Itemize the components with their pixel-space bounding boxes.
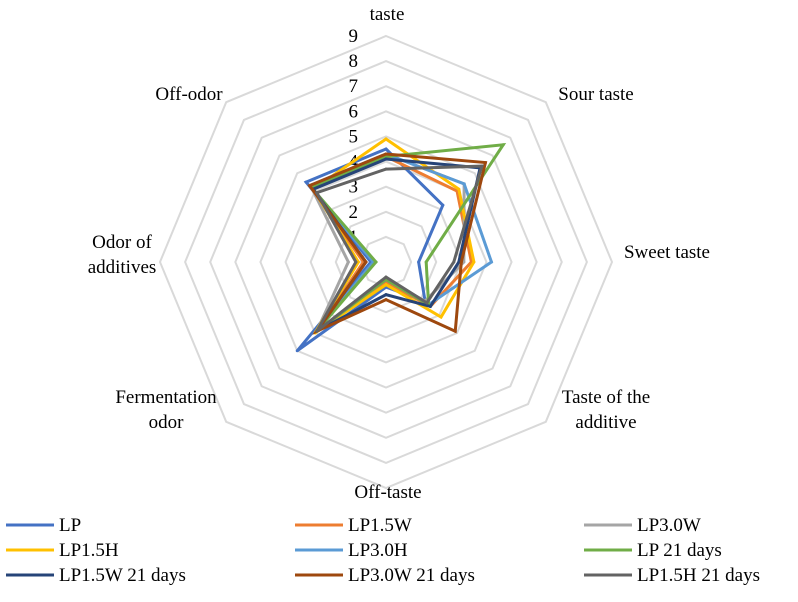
series-0-point-5: [295, 349, 299, 353]
series-8-point-0: [384, 167, 388, 171]
axis-label-4-line-0: Off-taste: [354, 482, 421, 503]
tick-label-6: 6: [349, 101, 359, 122]
series-3-point-1: [457, 187, 461, 191]
grid-ring-8: [184, 60, 588, 464]
series-5-point-2: [424, 260, 428, 264]
axis-label-5-line-0: Fermentation: [115, 387, 217, 408]
series-8-point-3: [425, 301, 429, 305]
grid-ring-6: [234, 110, 538, 414]
tick-label-7: 7: [349, 76, 359, 97]
axis-label-5-line-1: odor: [149, 412, 185, 433]
series-6-point-0: [384, 157, 388, 161]
series-7-point-3: [453, 329, 457, 333]
axis-label-3-line-0: Taste of the: [562, 387, 650, 408]
series-6-point-2: [457, 260, 461, 264]
series-8-point-7: [315, 191, 319, 195]
legend: LP LP1.5W LP3.0W LP1.5H LP3.0H LP 21 days LP1.…: [6, 515, 760, 586]
series-6-point-3: [428, 304, 432, 308]
series-7-point-1: [483, 161, 487, 165]
series-3-point-3: [439, 315, 443, 319]
data-series: [295, 137, 507, 353]
series-0-point-7: [304, 180, 308, 184]
series-2-point-6: [346, 260, 350, 264]
series-4-point-2: [489, 260, 493, 264]
series-8-point-5: [315, 329, 319, 333]
series-6-point-4: [384, 293, 388, 297]
series-7-point-7: [308, 184, 312, 188]
legend-label-7: LP3.0W 21 days: [348, 565, 475, 586]
series-3-point-0: [384, 137, 388, 141]
series-8-point-1: [480, 164, 484, 168]
series-0-point-1: [441, 203, 445, 207]
legend-label-2: LP3.0W: [637, 515, 701, 536]
tick-label-2: 2: [349, 202, 359, 223]
series-4-point-1: [462, 182, 466, 186]
series-line-0: [296, 147, 445, 353]
series-7-point-4: [384, 298, 388, 302]
grid-ring-3: [309, 185, 463, 339]
axis-label-6-line-1: additives: [88, 257, 157, 278]
axis-label-3-line-1: additive: [575, 412, 636, 433]
tick-label-5: 5: [349, 126, 359, 147]
axis-label-1-line-0: Sour taste: [558, 84, 633, 105]
legend-label-4: LP3.0H: [348, 540, 408, 561]
series-7-point-6: [364, 260, 368, 264]
legend-label-1: LP1.5W: [348, 515, 412, 536]
axis-labels: taste Sour taste Sweet taste Taste of the ad…: [88, 4, 710, 503]
series-2-point-2: [462, 260, 466, 264]
axis-label-0-line-0: taste: [370, 4, 405, 25]
legend-label-5: LP 21 days: [637, 540, 722, 561]
tick-label-3: 3: [349, 177, 359, 198]
grid-ring-5: [259, 135, 513, 389]
series-8-point-6: [354, 260, 358, 264]
radar-grid: [158, 34, 614, 490]
tick-label-9: 9: [349, 26, 359, 47]
grid-ring-7: [209, 85, 563, 439]
series-3-point-2: [472, 260, 476, 264]
series-8-point-4: [384, 275, 388, 279]
series-3-point-4: [384, 283, 388, 287]
axis-label-2-line-0: Sweet taste: [624, 242, 710, 263]
series-7-point-0: [384, 152, 388, 156]
legend-label-0: LP: [59, 515, 81, 536]
series-3-point-6: [356, 260, 360, 264]
series-8-point-2: [452, 260, 456, 264]
axis-label-6-line-0: Odor of: [92, 232, 152, 253]
series-5-point-6: [374, 260, 378, 264]
grid-ring-9: [158, 34, 614, 490]
tick-label-8: 8: [349, 51, 359, 72]
series-7-point-2: [459, 260, 463, 264]
axis-label-7-line-0: Off-odor: [155, 84, 223, 105]
series-0-point-2: [417, 260, 421, 264]
series-5-point-1: [501, 143, 505, 147]
series-0-point-0: [384, 147, 388, 151]
legend-label-3: LP1.5H: [59, 540, 119, 561]
legend-label-8: LP1.5H 21 days: [637, 565, 760, 586]
legend-label-6: LP1.5W 21 days: [59, 565, 186, 586]
